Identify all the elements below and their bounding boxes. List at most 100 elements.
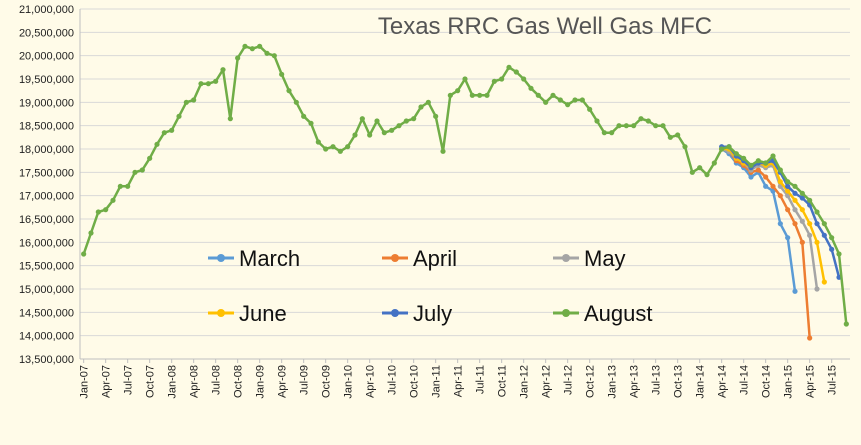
series-august-point [565,102,571,108]
series-august-point [264,50,270,56]
series-august-point [242,43,248,49]
legend-label: June [239,301,287,326]
series-august-point [396,123,402,129]
series-august-point [125,183,131,189]
series-august-point [645,118,651,124]
x-tick-label: Oct-09 [321,365,333,398]
legend-marker [562,254,570,262]
series-july-point [785,183,791,189]
x-tick-label: Jan-09 [255,365,267,399]
series-august-point [301,113,307,119]
series-august-point [550,92,556,98]
series-august-point [455,88,461,94]
series-august-point [477,92,483,98]
series-april-point [777,193,783,199]
series-may-point [814,286,820,292]
legend-marker [391,309,399,317]
series-june-point [821,279,827,285]
series-august-point [513,69,519,75]
series-august-point [675,132,681,138]
series-august-point [631,123,637,129]
series-august-point [491,78,497,84]
series-august-point [330,144,336,150]
legend: March April May June July August [208,246,653,326]
series-august-point [836,251,842,257]
x-tick-label: Jan-13 [607,365,619,399]
y-tick-label: 18,000,000 [19,144,74,156]
series-july-point [814,221,820,227]
x-tick-label: Apr-09 [277,365,289,398]
x-tick-label: Apr-15 [805,365,817,398]
series-august-point [213,78,219,84]
series-march-point [785,235,791,241]
series-august-point [521,76,527,82]
series-august-point [359,116,365,122]
series-august-point [205,81,211,87]
series-august-point [829,235,835,241]
series-april-point [799,239,805,245]
series-august-point [367,132,373,138]
x-tick-label: Oct-14 [761,365,773,398]
series-august-point [279,71,285,77]
series-august-point [609,130,615,136]
series-august-point [763,160,769,166]
series-august-point [132,169,138,175]
x-tick-label: Jan-07 [79,365,91,399]
series-april-point [785,207,791,213]
series-august-point [257,43,263,49]
series-august-point [704,172,710,178]
series-august-point [528,85,534,91]
series-august-point [345,144,351,150]
series-august-point [249,46,255,52]
x-tick-label: Oct-13 [673,365,685,398]
y-axis: 13,500,000 14,000,000 14,500,000 15,000,000… [19,4,81,366]
y-tick-label: 20,000,000 [19,51,74,63]
x-tick-label: Oct-12 [585,365,597,398]
series-august-point [403,118,409,124]
series-august-point [543,99,549,105]
series-august-point [616,123,622,129]
series-august-point [103,207,109,213]
y-tick-label: 21,000,000 [19,4,74,16]
series-layer [81,43,849,341]
series-march-point [763,183,769,189]
series-august-point [777,167,783,173]
series-august-point [227,116,233,122]
series-august-point [271,53,277,59]
series-august-point [411,116,417,122]
series-august-point [381,130,387,136]
y-tick-label: 16,500,000 [19,214,74,226]
y-tick-label: 20,500,000 [19,27,74,39]
x-tick-label: Apr-11 [453,365,465,397]
y-tick-label: 15,000,000 [19,284,74,296]
series-august-point [425,99,431,105]
series-april-point [807,335,813,341]
x-tick-label: Oct-11 [497,365,509,397]
y-tick-label: 16,000,000 [19,237,74,249]
series-august-point [785,179,791,185]
legend-marker [562,309,570,317]
series-august-point [799,190,805,196]
x-tick-label: Jul-14 [739,365,751,395]
series-august-point [557,97,563,103]
y-tick-label: 15,500,000 [19,261,74,273]
x-tick-label: Jan-12 [519,365,531,399]
series-august-point [161,130,167,136]
series-august-point [293,99,299,105]
y-tick-label: 17,000,000 [19,191,74,203]
series-august-point [638,116,644,122]
series-august-point [726,144,732,150]
x-tick-label: Jul-12 [563,365,575,395]
series-august-point [594,118,600,124]
x-tick-label: Jan-10 [343,365,355,399]
series-june-point [777,179,783,185]
series-august-point [147,155,153,161]
legend-label: April [413,246,457,271]
series-august-point [433,113,439,119]
y-tick-label: 17,500,000 [19,167,74,179]
x-tick-label: Jul-11 [475,365,487,394]
series-august-point [389,127,395,133]
series-august-point [110,197,116,203]
series-august-point [535,92,541,98]
